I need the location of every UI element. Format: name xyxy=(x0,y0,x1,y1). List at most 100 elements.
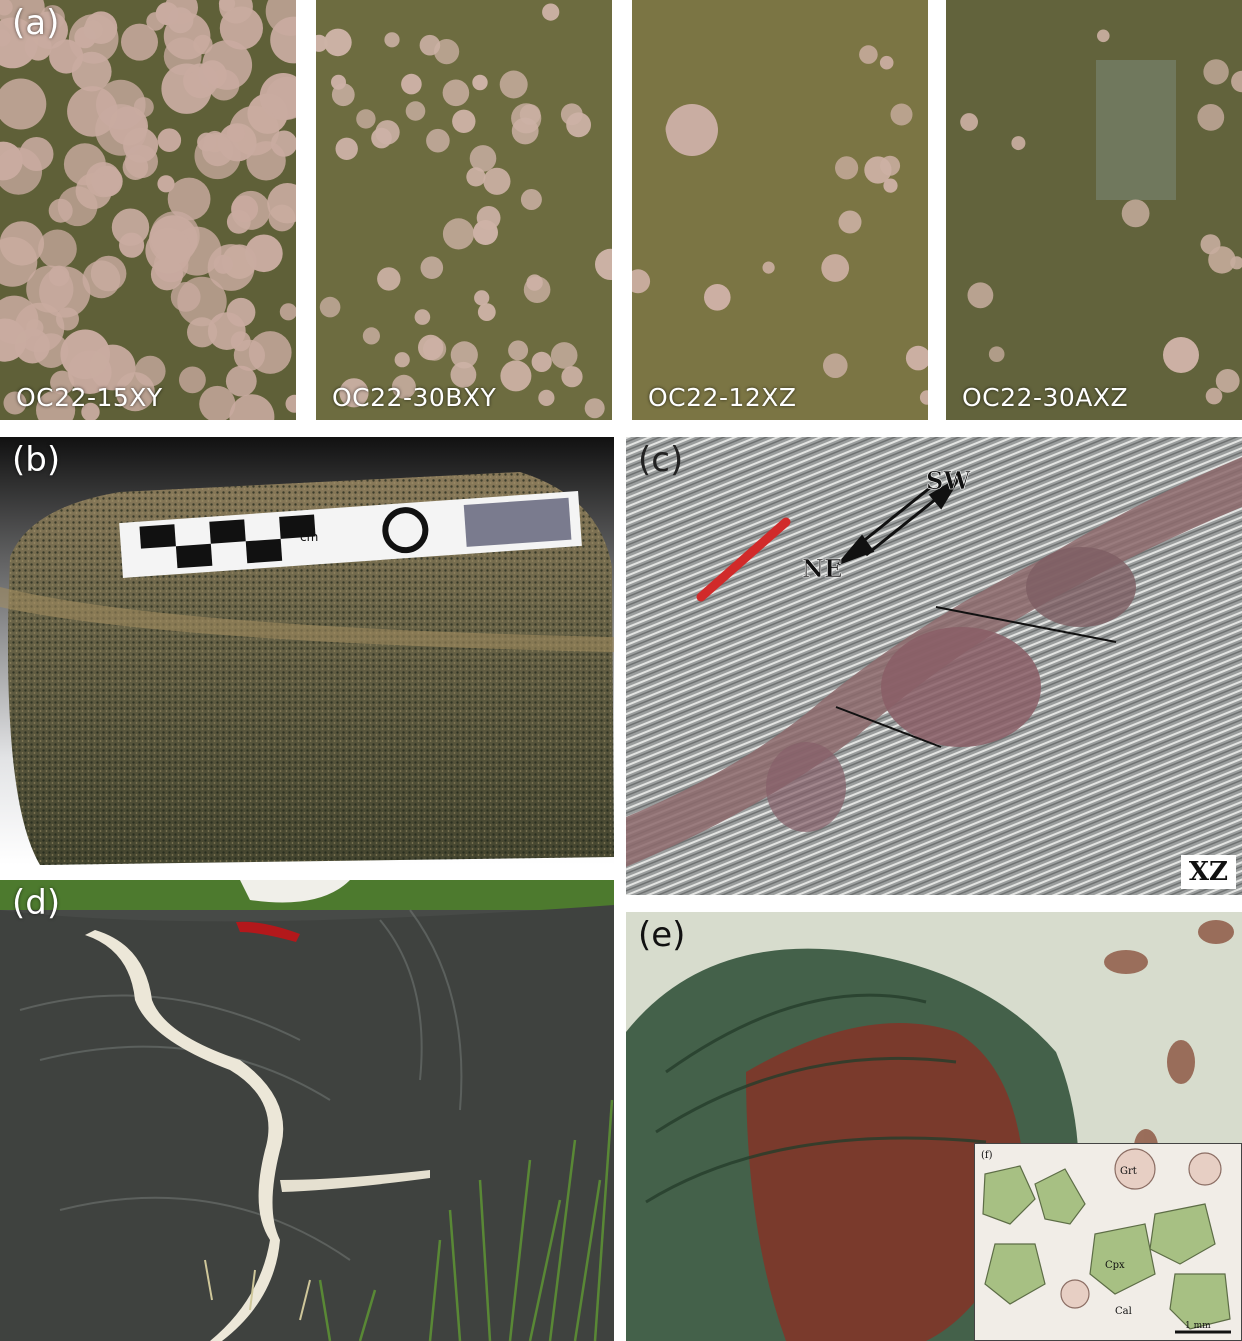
porphyroblast-grain xyxy=(879,55,894,70)
thin-section-image xyxy=(632,0,928,420)
porphyroblast-grain xyxy=(883,178,898,193)
porphyroblast-grain xyxy=(474,290,490,306)
porphyroblast-grain xyxy=(477,303,496,321)
porphyroblast-grain xyxy=(3,391,27,415)
porphyroblast-grain xyxy=(469,145,497,172)
porphyroblast-grain xyxy=(157,128,182,152)
porphyroblast-grain xyxy=(285,394,296,413)
porphyroblast-grain xyxy=(121,23,158,61)
porphyroblast-grain xyxy=(111,208,150,246)
mineral-label-cpx: Cpx xyxy=(1105,1260,1125,1271)
porphyroblast-grain xyxy=(245,234,283,273)
porphyroblast-grain xyxy=(426,128,450,153)
porphyroblast-grain xyxy=(550,342,578,369)
porphyroblast-grain xyxy=(1215,369,1240,393)
scale-unit-label: cm xyxy=(300,530,318,544)
porphyroblast-grain xyxy=(324,28,352,57)
porphyroblast-grain xyxy=(0,221,45,266)
porphyroblast-grain xyxy=(890,103,913,126)
porphyroblast-grain xyxy=(442,218,475,250)
porphyroblast-grain xyxy=(229,105,280,156)
photomicrograph: (e) xyxy=(626,912,1242,1341)
porphyroblast-grain xyxy=(859,45,878,64)
porphyroblast-grain xyxy=(560,103,583,126)
porphyroblast-grain xyxy=(442,79,470,107)
porphyroblast-grain xyxy=(226,297,256,327)
porphyroblast-grain xyxy=(362,327,380,345)
porphyroblast-grain xyxy=(0,29,11,47)
porphyroblast-grain xyxy=(75,172,112,210)
porphyroblast-grain xyxy=(1200,234,1221,255)
porphyroblast-grain xyxy=(419,34,441,56)
porphyroblast-grain xyxy=(508,340,529,361)
porphyroblast-grain xyxy=(24,33,52,61)
panel-label-d: (d) xyxy=(12,883,61,923)
hand-specimen-photo: cm (b) xyxy=(0,437,614,865)
porphyroblast-grain xyxy=(219,0,253,24)
porphyroblast-grain xyxy=(213,254,233,274)
porphyroblast-grain xyxy=(231,195,259,223)
thin-section-1: (a) OC22-15XY xyxy=(0,0,296,420)
porphyroblast-grain xyxy=(319,296,341,318)
porphyroblast-grain xyxy=(418,334,444,361)
porphyroblast-grain xyxy=(919,390,928,405)
photomicrograph-image xyxy=(626,912,1242,1341)
porphyroblast-grain xyxy=(538,389,555,406)
porphyroblast-grain xyxy=(450,341,478,369)
porphyroblast-grain xyxy=(339,378,369,408)
panel-label-b: (b) xyxy=(12,440,61,480)
porphyroblast-grain xyxy=(434,39,460,65)
direction-ne: NE xyxy=(802,554,842,583)
hand-specimen-image: cm xyxy=(0,437,614,865)
porphyroblast-grain xyxy=(267,183,296,224)
porphyroblast-grain xyxy=(420,256,444,280)
porphyroblast-grain xyxy=(762,261,775,274)
porphyroblast-grain xyxy=(19,137,54,171)
porphyroblast-grain xyxy=(405,101,426,121)
porphyroblast-grain xyxy=(466,167,486,187)
thin-section-image xyxy=(0,0,296,420)
porphyroblast-grain xyxy=(523,276,551,304)
porphyroblast-grain xyxy=(170,282,201,312)
porphyroblast-grain xyxy=(60,329,110,380)
porphyroblast-grain xyxy=(595,248,612,280)
porphyroblast-grain xyxy=(542,3,560,21)
porphyroblast-grain xyxy=(202,134,234,167)
porphyroblast-grain xyxy=(199,385,236,420)
porphyroblast-grain xyxy=(36,390,76,420)
porphyroblast-grain xyxy=(988,346,1005,363)
thin-section-2: OC22-30BXY xyxy=(316,0,612,420)
porphyroblast-grain xyxy=(161,63,212,114)
porphyroblast-grain xyxy=(1121,199,1150,228)
porphyroblast-grain xyxy=(1205,387,1223,405)
porphyroblast-grain xyxy=(520,189,542,210)
sample-caption-2: OC22-30BXY xyxy=(332,383,497,412)
porphyroblast-grain xyxy=(82,260,121,299)
porphyroblast-grain xyxy=(0,318,27,362)
porphyroblast-grain xyxy=(187,317,218,348)
porphyroblast-grain xyxy=(39,266,91,318)
porphyroblast-grain xyxy=(414,309,431,325)
porphyroblast-grain xyxy=(704,284,731,311)
porphyroblast-grain xyxy=(632,269,651,294)
direction-sw: SW xyxy=(926,466,971,495)
porphyroblast-grain xyxy=(905,345,928,371)
porphyroblast-grain xyxy=(483,167,511,195)
porphyroblast-grain xyxy=(472,74,488,91)
porphyroblast-grain xyxy=(499,70,528,99)
panel-label-e: (e) xyxy=(638,915,686,955)
porphyroblast-grain xyxy=(500,360,532,392)
porphyroblast-grain xyxy=(225,365,257,397)
porphyroblast-grain xyxy=(259,73,296,121)
sample-caption-3: OC22-12XZ xyxy=(648,383,797,412)
panel-label-a: (a) xyxy=(12,3,60,43)
outcrop-photo-xz: NE SW (c) XZ xyxy=(626,437,1242,895)
porphyroblast-grain xyxy=(167,7,194,34)
panel-label-f: (f) xyxy=(981,1150,993,1161)
sample-caption-1: OC22-15XY xyxy=(16,383,163,412)
porphyroblast-grain xyxy=(401,73,422,95)
porphyroblast-grain xyxy=(230,331,251,352)
porphyroblast-grain xyxy=(163,37,202,76)
porphyroblast-grain xyxy=(584,398,605,419)
scale-bar-label: 1 mm xyxy=(1185,1321,1211,1331)
